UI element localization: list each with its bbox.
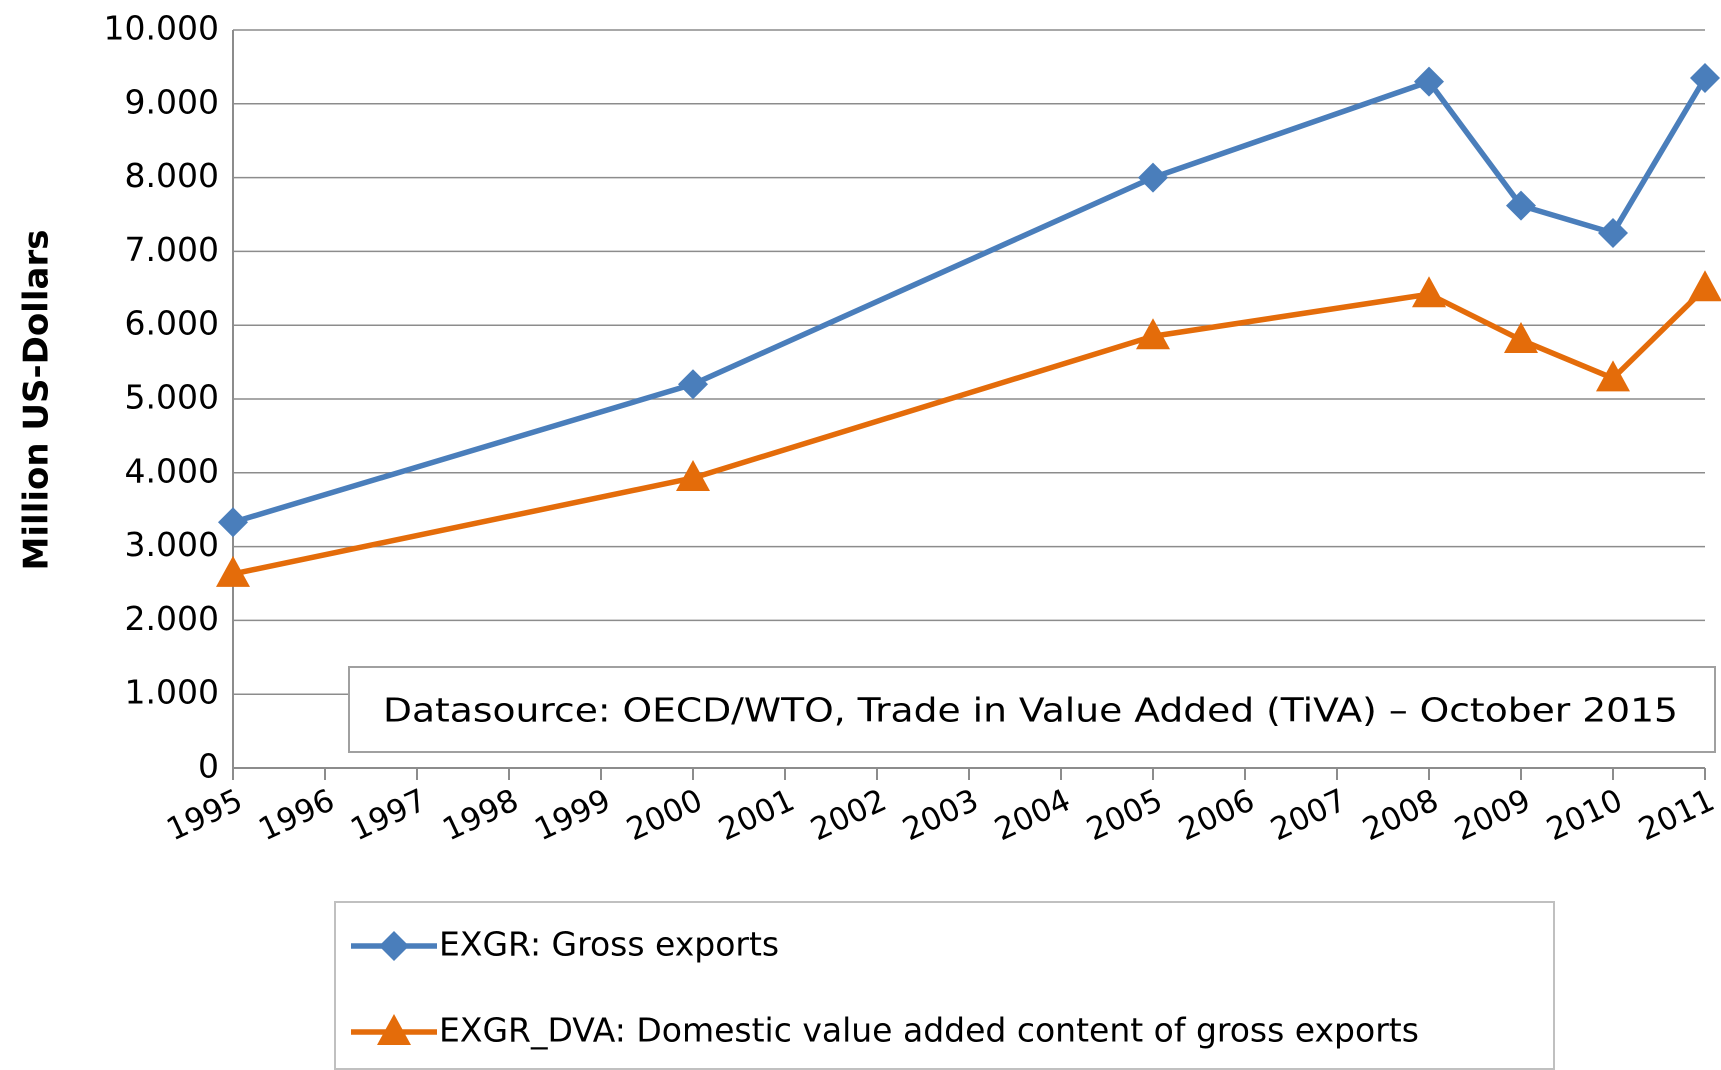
marker <box>1412 276 1446 308</box>
marker <box>1414 66 1444 97</box>
x-tick-label: 1997 <box>345 782 432 848</box>
marker <box>216 555 250 587</box>
marker <box>678 369 708 400</box>
marker <box>377 1014 411 1045</box>
x-tick-label: 2008 <box>1357 782 1444 848</box>
x-tick-label: 2002 <box>805 782 892 848</box>
legend-box <box>334 901 1555 1070</box>
marker <box>1690 62 1720 93</box>
y-axis-title: Million US-Dollars <box>17 230 57 571</box>
y-tick-label: 8.000 <box>125 156 219 195</box>
marker <box>1598 217 1628 248</box>
x-tick-label: 2007 <box>1265 782 1352 848</box>
y-tick-label: 0 <box>198 747 219 786</box>
marker <box>1504 321 1538 353</box>
x-tick-label: 1999 <box>529 782 616 848</box>
marker <box>1596 360 1630 392</box>
legend-label: EXGR_DVA: Domestic value added content o… <box>439 1011 1419 1050</box>
marker <box>379 931 409 961</box>
x-tick-label: 1995 <box>161 782 248 848</box>
x-tick-label: 2011 <box>1633 782 1720 848</box>
y-tick-label: 9.000 <box>125 82 219 121</box>
series-line <box>232 286 1707 577</box>
y-tick-label: 7.000 <box>125 230 219 269</box>
y-tick-label: 3.000 <box>125 525 219 564</box>
y-tick-label: 2.000 <box>125 599 219 638</box>
y-tick-label: 5.000 <box>125 378 219 417</box>
x-tick-label: 2006 <box>1173 782 1260 848</box>
y-tick-label: 1.000 <box>125 673 219 712</box>
marker <box>218 507 248 538</box>
y-tick-label: 6.000 <box>125 304 219 343</box>
x-tick-label: 2010 <box>1541 782 1628 848</box>
annotation-box <box>348 666 1716 753</box>
x-tick-label: 2004 <box>989 782 1076 848</box>
x-tick-label: 2009 <box>1449 782 1536 848</box>
annotation: Datasource: OECD/WTO, Trade in Value Add… <box>383 691 1678 730</box>
marker <box>676 459 710 491</box>
y-tick-label: 4.000 <box>125 451 219 490</box>
marker <box>1136 318 1170 350</box>
marker <box>1688 270 1721 302</box>
series-line <box>232 76 1708 525</box>
x-tick-label: 2000 <box>621 782 708 848</box>
legend-label: EXGR: Gross exports <box>439 925 779 964</box>
marker <box>1138 162 1168 193</box>
marker <box>1506 190 1536 221</box>
x-tick-label: 1998 <box>437 782 524 848</box>
x-tick-label: 2005 <box>1081 782 1168 848</box>
x-tick-label: 2001 <box>713 782 800 848</box>
x-tick-label: 1996 <box>253 782 340 848</box>
y-tick-label: 10.000 <box>104 9 219 48</box>
x-tick-label: 2003 <box>897 782 984 848</box>
